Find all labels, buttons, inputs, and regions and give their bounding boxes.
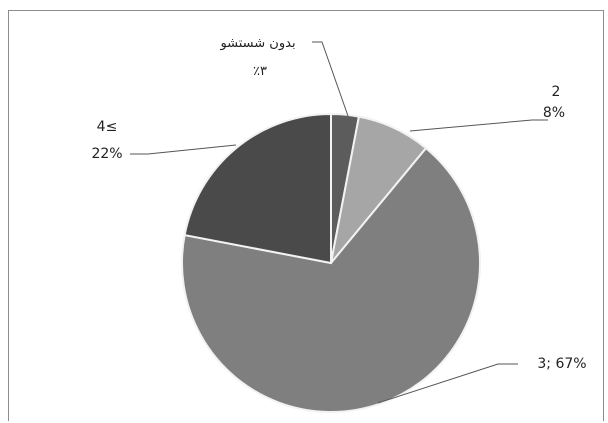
label-3-value: 3; 67% [537,356,586,372]
leader-line-2 [409,119,548,132]
label-4-name: 4≤ [97,119,118,135]
pie-slice-3 [181,146,482,413]
leader-lines [130,41,548,404]
chart-frame [8,10,604,421]
pie-slices [181,112,482,413]
data-labels: بدون شستشو ٪۳ 2 8% 3; 67% 4≤ 22% [91,36,586,372]
leader-line-3 [377,363,518,404]
label-no-wash-name: بدون شستشو [219,36,295,51]
pie-slice-4 [183,112,332,265]
label-4-value: 22% [91,146,122,162]
leader-line-4 [130,144,237,155]
label-no-wash-value: ٪۳ [253,64,267,79]
leader-line-no-wash [312,41,349,117]
label-2-value: 8% [543,105,565,121]
label-2-name: 2 [552,84,561,100]
